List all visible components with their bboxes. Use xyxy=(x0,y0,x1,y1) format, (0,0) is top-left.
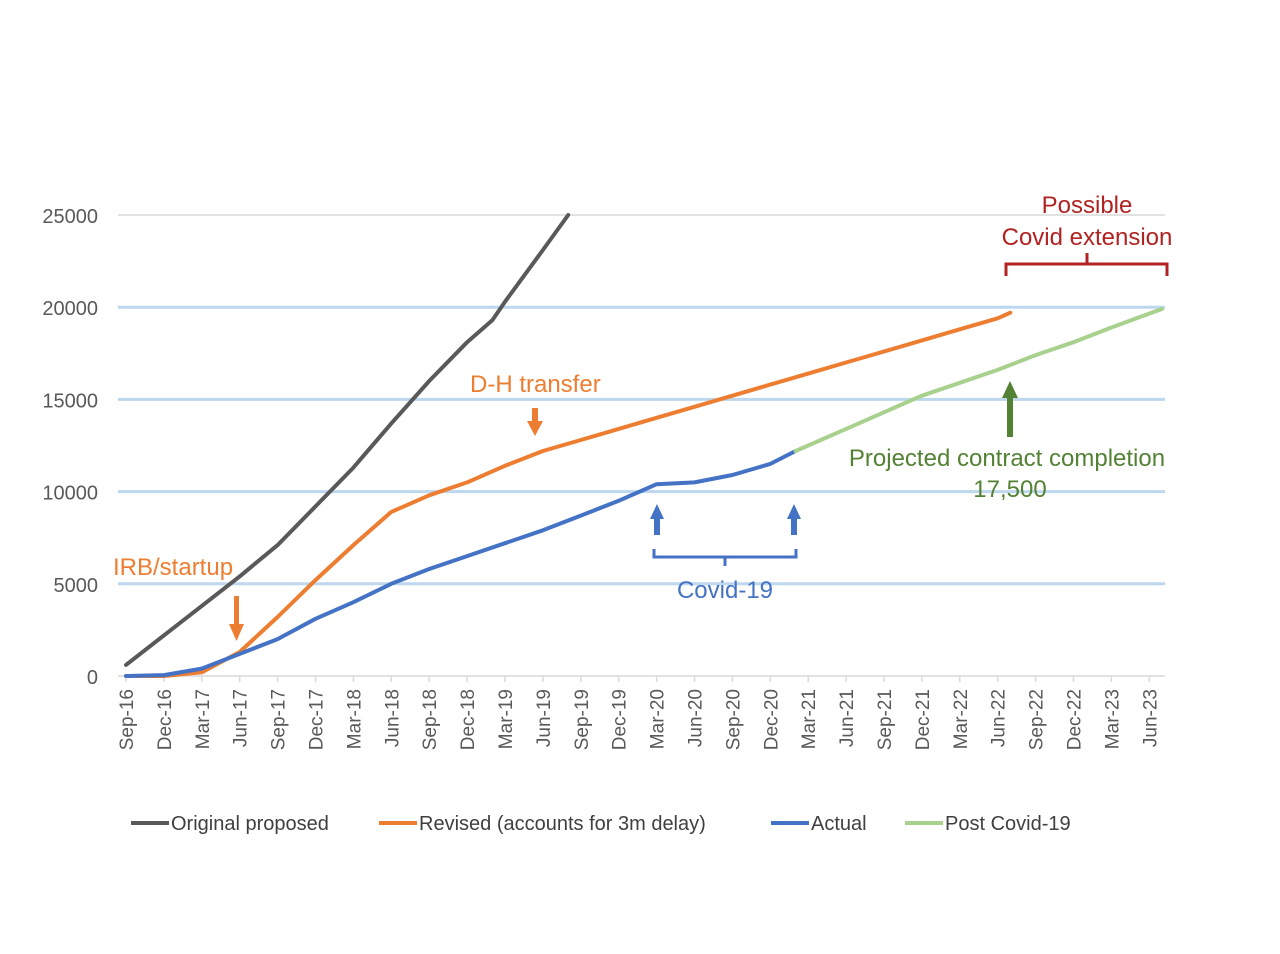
axes: 0 5000 10000 15000 20000 25000 Sep-16 Dec-16 Mar… xyxy=(42,206,1165,750)
x-tick-label: Sep-18 xyxy=(420,689,441,750)
dh-down-arrow-icon xyxy=(527,408,543,436)
x-tick-label: Jun-17 xyxy=(231,689,252,747)
y-tick-label: 15000 xyxy=(42,390,98,412)
x-tick-label: Dec-18 xyxy=(458,689,479,750)
y-tick-label: 25000 xyxy=(42,206,98,228)
x-tick-label: Sep-22 xyxy=(1027,689,1048,750)
y-tick-label: 20000 xyxy=(42,298,98,320)
series-line-1 xyxy=(124,213,571,667)
x-tick-label: Sep-21 xyxy=(875,689,896,750)
x-tick-label: Sep-19 xyxy=(572,689,593,750)
x-tick-label: Mar-17 xyxy=(193,689,214,749)
series-lines xyxy=(124,213,1164,678)
y-tick-label: 5000 xyxy=(54,575,99,597)
series-line-3 xyxy=(124,449,798,678)
legend-label: Revised (accounts for 3m delay) xyxy=(419,813,706,835)
annotation-projected-label: Projected contract completion xyxy=(849,445,1165,472)
x-tick-label: Dec-16 xyxy=(155,689,176,750)
annotation-extension-label: Possible xyxy=(1042,192,1133,219)
annotation-projected-value: 17,500 xyxy=(973,476,1046,503)
x-tick-label: Dec-21 xyxy=(913,689,934,750)
x-tick-label: Sep-17 xyxy=(269,689,290,750)
legend-label: Actual xyxy=(811,813,867,835)
legend-label: Post Covid-19 xyxy=(945,813,1071,835)
annotation-covid-label: Covid-19 xyxy=(677,577,773,604)
x-tick-label: Jun-23 xyxy=(1140,689,1161,747)
x-tick-label: Mar-22 xyxy=(951,689,972,749)
annotation-dh-label: D-H transfer xyxy=(470,371,601,398)
legend: Original proposed Revised (accounts for 3… xyxy=(131,813,1071,835)
covid-up-arrow-icon xyxy=(650,504,664,535)
annotation-irb-label: IRB/startup xyxy=(113,554,233,581)
extension-bracket-icon xyxy=(1004,253,1169,276)
x-tick-label: Dec-20 xyxy=(761,689,782,750)
annotation-extension-label-2: Covid extension xyxy=(1002,224,1173,251)
x-tick-label: Sep-16 xyxy=(117,689,138,750)
x-tick-label: Jun-19 xyxy=(534,689,555,747)
irb-down-arrow-icon xyxy=(229,596,244,641)
x-tick-label: Mar-20 xyxy=(648,689,669,749)
x-tick-label: Jun-21 xyxy=(837,689,858,747)
series-line-2 xyxy=(124,310,1013,678)
covid-bracket-icon xyxy=(652,549,798,566)
x-tick-label: Mar-19 xyxy=(496,689,517,749)
y-tick-label: 10000 xyxy=(42,483,98,505)
annotations: IRB/startup D-H transfer Covid-19 xyxy=(113,192,1172,641)
x-tick-label: Jun-22 xyxy=(989,689,1010,747)
x-tick-label: Dec-19 xyxy=(610,689,631,750)
x-tick-label: Mar-23 xyxy=(1102,689,1123,749)
gridlines xyxy=(118,214,1165,586)
x-tick-label: Dec-17 xyxy=(307,689,328,750)
covid-up-arrow-icon xyxy=(787,504,801,535)
x-tick-label: Jun-18 xyxy=(382,689,403,747)
series-line-4 xyxy=(793,307,1164,453)
projected-up-arrow-icon xyxy=(1002,381,1018,437)
y-tick-label: 0 xyxy=(87,667,98,689)
x-tick-label: Mar-21 xyxy=(799,689,820,749)
x-tick-label: Sep-20 xyxy=(723,689,744,750)
x-tick-label: Jun-20 xyxy=(686,689,707,747)
x-tick-label: Dec-22 xyxy=(1065,689,1086,750)
x-tick-label: Mar-18 xyxy=(344,689,365,749)
legend-label: Original proposed xyxy=(171,813,329,835)
